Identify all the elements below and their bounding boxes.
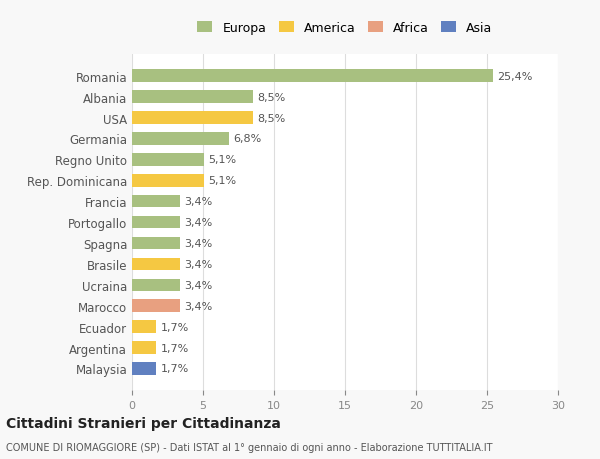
Text: 6,8%: 6,8%	[233, 134, 261, 144]
Text: 3,4%: 3,4%	[185, 218, 213, 228]
Bar	[132, 237, 180, 250]
Bar	[132, 258, 180, 271]
Bar	[132, 174, 205, 187]
Text: 3,4%: 3,4%	[185, 301, 213, 311]
Text: 1,7%: 1,7%	[160, 364, 188, 374]
Text: COMUNE DI RIOMAGGIORE (SP) - Dati ISTAT al 1° gennaio di ogni anno - Elaborazion: COMUNE DI RIOMAGGIORE (SP) - Dati ISTAT …	[6, 442, 493, 452]
Bar	[132, 300, 180, 312]
Bar	[132, 363, 156, 375]
Text: 3,4%: 3,4%	[185, 239, 213, 248]
Bar	[132, 70, 493, 83]
Text: 5,1%: 5,1%	[209, 176, 237, 186]
Text: 5,1%: 5,1%	[209, 155, 237, 165]
Bar	[132, 91, 253, 104]
Text: 1,7%: 1,7%	[160, 322, 188, 332]
Text: 8,5%: 8,5%	[257, 92, 285, 102]
Bar	[132, 154, 205, 166]
Bar	[132, 196, 180, 208]
Bar	[132, 279, 180, 291]
Bar	[132, 133, 229, 146]
Legend: Europa, America, Africa, Asia: Europa, America, Africa, Asia	[194, 18, 496, 38]
Text: 8,5%: 8,5%	[257, 113, 285, 123]
Bar	[132, 216, 180, 229]
Bar	[132, 112, 253, 124]
Text: 3,4%: 3,4%	[185, 259, 213, 269]
Bar	[132, 341, 156, 354]
Text: 1,7%: 1,7%	[160, 343, 188, 353]
Text: Cittadini Stranieri per Cittadinanza: Cittadini Stranieri per Cittadinanza	[6, 416, 281, 430]
Text: 25,4%: 25,4%	[497, 72, 532, 82]
Text: 3,4%: 3,4%	[185, 280, 213, 290]
Bar	[132, 321, 156, 333]
Text: 3,4%: 3,4%	[185, 197, 213, 207]
